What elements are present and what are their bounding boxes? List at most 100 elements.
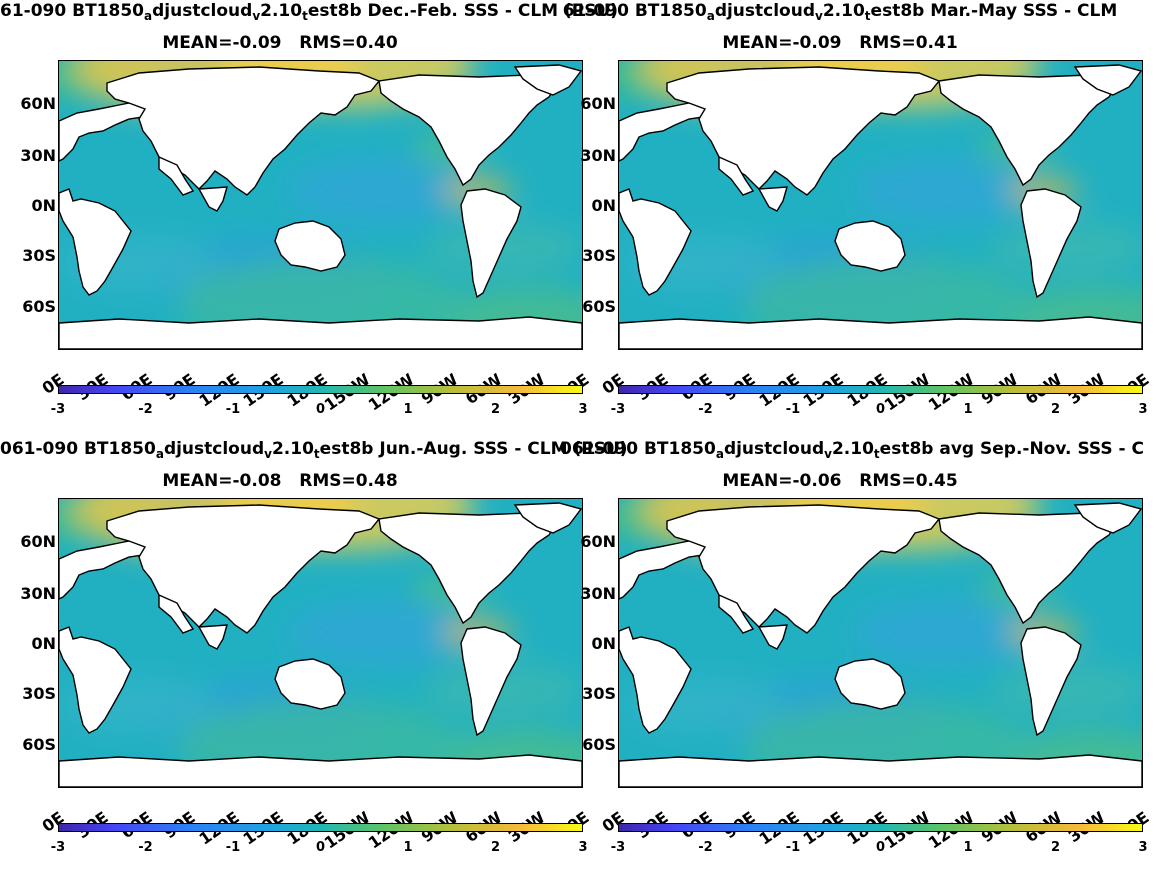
lat-tick-label: 0N	[591, 196, 616, 215]
anomaly-patch	[853, 599, 1046, 666]
colorbar-tick-label: 3	[1138, 402, 1148, 417]
colorbar-tick-label: 1	[963, 840, 973, 855]
colorbar-tick-label: 2	[1050, 840, 1061, 855]
land-mass	[1073, 64, 1142, 96]
colorbar	[618, 385, 1143, 394]
land-mass	[106, 66, 381, 196]
land-mass	[619, 100, 713, 162]
land-mass	[666, 66, 941, 196]
colorbar-tick-label: -1	[785, 402, 801, 417]
colorbar-tick-label: 2	[1050, 402, 1061, 417]
panel-stats: MEAN=-0.09 RMS=0.41	[722, 33, 958, 53]
land-mass	[106, 504, 381, 634]
panel-stats: MEAN=-0.08 RMS=0.48	[162, 471, 398, 491]
colorbar-tick-label: -3	[610, 402, 626, 417]
lat-tick-label: 30S	[22, 246, 56, 265]
land-mass	[757, 624, 788, 650]
colorbar-tick-label: -3	[50, 402, 66, 417]
sss-map	[58, 498, 583, 788]
land-mass	[1073, 502, 1142, 534]
land-mass	[274, 220, 346, 272]
anomaly-patch	[287, 157, 480, 224]
map-panel-djf: 61-090 BT1850adjustcloudv2.10test8b Dec.…	[0, 0, 618, 430]
land-mass	[666, 504, 941, 634]
lat-tick-label: 60S	[22, 297, 56, 316]
anomaly-patch	[853, 157, 1046, 224]
lat-tick-label: 60N	[580, 94, 616, 113]
lat-tick-label: 30N	[20, 584, 56, 603]
land-mass	[1020, 188, 1082, 299]
land-mass	[619, 188, 692, 296]
colorbar-tick-label: 0	[875, 840, 886, 855]
colorbar-tick-label: 3	[1138, 840, 1148, 855]
map-panel-jja: 061-090 BT1850adjustcloudv2.10test8b Jun…	[0, 438, 628, 868]
anomaly-patch	[423, 662, 582, 718]
land-mass	[197, 624, 228, 650]
panel-stats: MEAN=-0.06 RMS=0.45	[722, 471, 958, 491]
colorbar-tick-label: -3	[50, 840, 66, 855]
lat-tick-label: 30S	[582, 684, 616, 703]
land-mass	[460, 188, 522, 299]
land-mass	[834, 658, 906, 710]
lat-tick-label: 30N	[580, 146, 616, 165]
colorbar-tick-label: -2	[698, 402, 713, 417]
land-mass	[718, 155, 755, 196]
land-mass	[460, 626, 522, 737]
land-mass	[619, 538, 713, 600]
land-mass	[619, 626, 692, 734]
colorbar	[58, 823, 583, 832]
land-mass	[1020, 626, 1082, 737]
colorbar-tick-label: -1	[225, 840, 241, 855]
land-mass	[59, 100, 153, 162]
land-mass	[59, 754, 582, 787]
colorbar-tick-label: -2	[698, 840, 713, 855]
land-mass	[158, 155, 195, 196]
land-mass	[619, 316, 1142, 349]
map-panel-son: 061-090 BT1850adjustcloudv2.10test8b avg…	[560, 438, 1153, 868]
panel-title: 061-090 BT1850adjustcloudv2.10test8b avg…	[560, 439, 1145, 461]
colorbar-tick-label: 0	[315, 840, 326, 855]
land-mass	[274, 658, 346, 710]
colorbar	[58, 385, 583, 394]
lat-tick-label: 60S	[22, 735, 56, 754]
land-mass	[197, 186, 228, 212]
land-mass	[718, 593, 755, 634]
colorbar-tick-label: -3	[610, 840, 626, 855]
lat-tick-label: 60N	[20, 532, 56, 551]
anomaly-patch	[287, 599, 480, 666]
sss-map	[618, 498, 1143, 788]
land-mass	[59, 188, 132, 296]
sss-map	[58, 60, 583, 350]
lat-tick-label: 60S	[582, 735, 616, 754]
lat-tick-label: 30N	[580, 584, 616, 603]
panel-title: 61-090 BT1850adjustcloudv2.10test8b Mar.…	[562, 1, 1118, 23]
map-panel-mam: 61-090 BT1850adjustcloudv2.10test8b Mar.…	[560, 0, 1153, 430]
colorbar-tick-label: -2	[138, 840, 153, 855]
panel-title: 061-090 BT1850adjustcloudv2.10test8b Jun…	[0, 439, 628, 461]
colorbar-tick-label: -1	[225, 402, 241, 417]
colorbar	[618, 823, 1143, 832]
land-mass	[59, 626, 132, 734]
lat-tick-label: 30N	[20, 146, 56, 165]
lat-tick-label: 60N	[20, 94, 56, 113]
land-mass	[619, 754, 1142, 787]
land-mass	[59, 316, 582, 349]
colorbar-tick-label: 1	[403, 402, 413, 417]
colorbar-tick-label: 2	[490, 840, 501, 855]
land-mass	[757, 186, 788, 212]
land-mass	[513, 64, 582, 96]
lat-tick-label: 0N	[31, 196, 56, 215]
panel-stats: MEAN=-0.09 RMS=0.40	[162, 33, 398, 53]
lat-tick-label: 30S	[582, 246, 616, 265]
lat-tick-label: 0N	[591, 634, 616, 653]
land-mass	[59, 538, 153, 600]
lat-tick-label: 30S	[22, 684, 56, 703]
colorbar-tick-label: -1	[785, 840, 801, 855]
colorbar-tick-label: 1	[403, 840, 413, 855]
lat-tick-label: 0N	[31, 634, 56, 653]
land-mass	[158, 593, 195, 634]
colorbar-tick-label: 0	[315, 402, 326, 417]
colorbar-tick-label: 0	[875, 402, 886, 417]
land-mass	[513, 502, 582, 534]
colorbar-tick-label: 1	[963, 402, 973, 417]
